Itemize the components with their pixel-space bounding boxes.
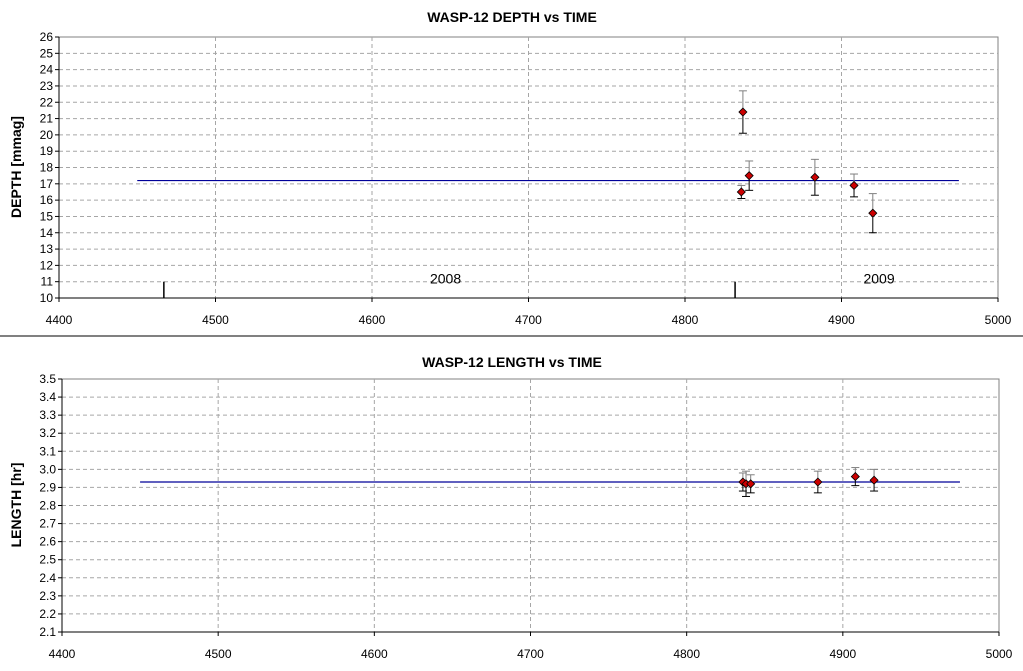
x-tick-label: 4500: [205, 647, 232, 661]
x-tick-label: 4700: [515, 313, 542, 327]
y-tick-label: 2.7: [39, 517, 56, 531]
depth-y-axis-label: DEPTH [mmag]: [8, 116, 24, 218]
y-tick-label: 2.6: [39, 535, 56, 549]
x-tick-label: 4600: [359, 313, 386, 327]
y-tick-label: 2.9: [39, 480, 56, 494]
y-tick-label: 13: [40, 242, 54, 256]
y-tick-label: 3.5: [39, 372, 56, 386]
data-point: [813, 477, 823, 487]
x-tick-label: 4700: [517, 647, 544, 661]
y-tick-label: 12: [40, 258, 54, 272]
length-chart-title: WASP-12 LENGTH vs TIME: [422, 354, 602, 370]
length-y-axis-label: LENGTH [hr]: [8, 463, 24, 548]
y-tick-label: 2.5: [39, 553, 56, 567]
data-point: [746, 479, 756, 489]
x-tick-label: 5000: [986, 647, 1013, 661]
y-tick-label: 17: [40, 177, 54, 191]
data-point: [850, 472, 860, 482]
y-tick-label: 19: [40, 144, 54, 158]
data-point: [869, 475, 879, 485]
data-point: [738, 107, 748, 117]
data-point: [810, 172, 820, 182]
y-tick-label: 10: [40, 291, 54, 305]
y-tick-label: 15: [40, 209, 54, 223]
x-tick-label: 4900: [828, 313, 855, 327]
y-tick-label: 2.1: [39, 625, 56, 639]
y-tick-label: 2.2: [39, 607, 56, 621]
y-tick-label: 2.4: [39, 571, 56, 585]
data-point: [849, 180, 859, 191]
x-tick-label: 4600: [361, 647, 388, 661]
y-tick-label: 3.2: [39, 426, 56, 440]
y-tick-label: 2.8: [39, 499, 56, 513]
x-tick-label: 4800: [672, 313, 699, 327]
y-tick-label: 2.3: [39, 589, 56, 603]
y-tick-label: 16: [40, 193, 54, 207]
data-point: [744, 171, 754, 181]
y-tick-label: 11: [41, 275, 54, 289]
x-tick-label: 4400: [49, 647, 76, 661]
y-tick-label: 24: [40, 63, 54, 77]
y-tick-label: 23: [40, 79, 54, 93]
year-annotation: 2009: [863, 270, 894, 286]
x-tick-label: 5000: [985, 313, 1012, 327]
y-tick-label: 21: [40, 112, 54, 126]
y-tick-label: 3.0: [39, 462, 56, 476]
x-tick-label: 4800: [673, 647, 700, 661]
x-tick-label: 4500: [202, 313, 229, 327]
y-tick-label: 22: [40, 95, 54, 109]
depth-chart-title: WASP-12 DEPTH vs TIME: [427, 9, 597, 25]
y-tick-label: 26: [40, 30, 54, 44]
y-tick-label: 25: [40, 46, 54, 60]
data-point: [868, 208, 878, 218]
year-annotation: 2008: [430, 270, 461, 286]
y-tick-label: 20: [40, 128, 54, 142]
x-tick-label: 4400: [46, 313, 73, 327]
y-tick-label: 3.1: [39, 444, 56, 458]
y-tick-label: 14: [40, 226, 54, 240]
data-point: [736, 187, 746, 197]
x-tick-label: 4900: [829, 647, 856, 661]
y-tick-label: 3.3: [39, 408, 56, 422]
length-chart: WASP-12 LENGTH vs TIME LENGTH [hr] 2.1 2.…: [8, 354, 1013, 661]
y-tick-label: 18: [40, 161, 54, 175]
y-tick-label: 3.4: [39, 390, 56, 404]
depth-chart: WASP-12 DEPTH vs TIME DEPTH [mmag] 10 11 1…: [8, 9, 1012, 327]
